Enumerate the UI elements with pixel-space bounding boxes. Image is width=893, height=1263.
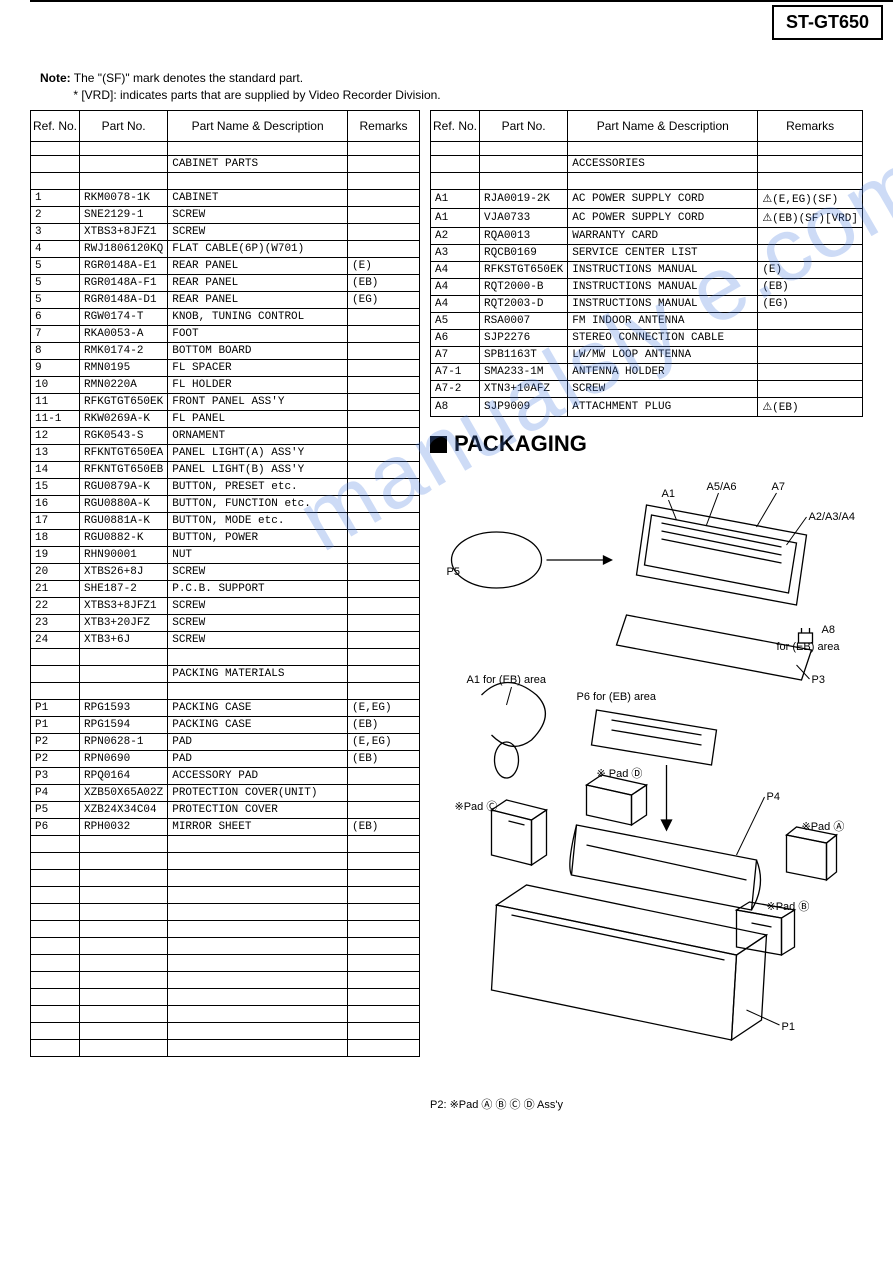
- table-row: 12RGK0543-SORNAMENT: [31, 427, 420, 444]
- pack-label-a1: A1: [662, 488, 675, 500]
- heading-square-icon: [430, 436, 447, 453]
- col-partno: Part No.: [480, 110, 568, 141]
- pack-label-p6note: P6 for (EB) area: [577, 691, 657, 703]
- parts-table-right: Ref. No. Part No. Part Name & Descriptio…: [430, 110, 863, 417]
- table-row: 5RGR0148A-E1REAR PANEL(E): [31, 257, 420, 274]
- table-row: 23XTB3+20JFZSCREW: [31, 614, 420, 631]
- parts-table-left: Ref. No. Part No. Part Name & Descriptio…: [30, 110, 420, 1057]
- table-row: 2SNE2129-1SCREW: [31, 206, 420, 223]
- packaging-heading: PACKAGING: [430, 431, 863, 457]
- table-row: 21SHE187-2P.C.B. SUPPORT: [31, 580, 420, 597]
- pack-label-padD: ※ Pad Ⓓ: [597, 767, 643, 780]
- table-row: 17RGU0881A-KBUTTON, MODE etc.: [31, 512, 420, 529]
- col-remarks: Remarks: [348, 110, 420, 141]
- note-line-2: * [VRD]: indicates parts that are suppli…: [73, 88, 440, 102]
- note-label: Note:: [40, 71, 71, 85]
- table-row: P6RPH0032MIRROR SHEET(EB): [31, 818, 420, 835]
- note-block: Note: The "(SF)" mark denotes the standa…: [40, 70, 863, 104]
- pack-label-a56: A5/A6: [707, 481, 737, 493]
- table-row: P1RPG1593PACKING CASE(E,EG): [31, 699, 420, 716]
- pack-label-a1note: A1 for (EB) area: [467, 674, 547, 686]
- table-row: 1RKM0078-1KCABINET: [31, 189, 420, 206]
- table-row: 22XTBS3+8JFZ1SCREW: [31, 597, 420, 614]
- table-row: A4RQT2000-BINSTRUCTIONS MANUAL(EB): [431, 278, 863, 295]
- col-desc: Part Name & Description: [568, 110, 758, 141]
- table-row: 16RGU0880A-KBUTTON, FUNCTION etc.: [31, 495, 420, 512]
- table-row: 7RKA0053-AFOOT: [31, 325, 420, 342]
- table-row: A4RQT2003-DINSTRUCTIONS MANUAL(EG): [431, 295, 863, 312]
- table-row: 10RMN0220AFL HOLDER: [31, 376, 420, 393]
- table-row: 5RGR0148A-F1REAR PANEL(EB): [31, 274, 420, 291]
- top-rule: [30, 0, 893, 2]
- table-row: 19RHN90001NUT: [31, 546, 420, 563]
- pack-label-p1: P1: [782, 1021, 795, 1033]
- table-row: P1RPG1594PACKING CASE(EB): [31, 716, 420, 733]
- table-row: 13RFKNTGT650EAPANEL LIGHT(A) ASS'Y: [31, 444, 420, 461]
- table-row: 11-1RKW0269A-KFL PANEL: [31, 410, 420, 427]
- pack-label-a8: A8: [822, 624, 835, 636]
- table-row: 8RMK0174-2BOTTOM BOARD: [31, 342, 420, 359]
- pack-label-padB: ※Pad Ⓑ: [767, 900, 810, 913]
- col-ref: Ref. No.: [31, 110, 80, 141]
- table-row: 9RMN0195FL SPACER: [31, 359, 420, 376]
- table-row: 4RWJ1806120KQFLAT CABLE(6P)(W701): [31, 240, 420, 257]
- table-row: 3XTBS3+8JFZ1SCREW: [31, 223, 420, 240]
- packaging-footer-note: P2: ※Pad Ⓐ Ⓑ Ⓒ Ⓓ Ass'y: [430, 1096, 863, 1112]
- table-row: 20XTBS26+8JSCREW: [31, 563, 420, 580]
- table-row: A1VJA0733AC POWER SUPPLY CORD⚠(EB)(SF)[V…: [431, 208, 863, 227]
- pack-label-p5: P5: [447, 566, 460, 578]
- table-row: 14RFKNTGT650EBPANEL LIGHT(B) ASS'Y: [31, 461, 420, 478]
- table-row: A3RQCB0169SERVICE CENTER LIST: [431, 244, 863, 261]
- pack-label-a7: A7: [772, 481, 785, 493]
- table-row: 11RFKGTGT650EKFRONT PANEL ASS'Y: [31, 393, 420, 410]
- table-row: P2RPN0690PAD(EB): [31, 750, 420, 767]
- pack-label-a234: A2/A3/A4: [809, 511, 855, 523]
- table-row: 18RGU0882-KBUTTON, POWER: [31, 529, 420, 546]
- table-row: 15RGU0879A-KBUTTON, PRESET etc.: [31, 478, 420, 495]
- table-row: P4XZB50X65A02ZPROTECTION COVER(UNIT): [31, 784, 420, 801]
- table-row: P3RPQ0164ACCESSORY PAD: [31, 767, 420, 784]
- table-row: A7SPB1163TLW/MW LOOP ANTENNA: [431, 346, 863, 363]
- pack-label-p3: P3: [812, 674, 825, 686]
- table-row: A8SJP9009ATTACHMENT PLUG⚠(EB): [431, 397, 863, 416]
- table-row: 5RGR0148A-D1REAR PANEL(EG): [31, 291, 420, 308]
- table-row: A7-1SMA233-1MANTENNA HOLDER: [431, 363, 863, 380]
- col-desc: Part Name & Description: [168, 110, 348, 141]
- table-row: A6SJP2276STEREO CONNECTION CABLE: [431, 329, 863, 346]
- table-row: 6RGW0174-TKNOB, TUNING CONTROL: [31, 308, 420, 325]
- table-row: A2RQA0013WARRANTY CARD: [431, 227, 863, 244]
- section-row: PACKING MATERIALS: [31, 665, 420, 682]
- table-row: A5RSA0007FM INDOOR ANTENNA: [431, 312, 863, 329]
- table-row: A1RJA0019-2KAC POWER SUPPLY CORD⚠(E,EG)(…: [431, 189, 863, 208]
- section-row: CABINET PARTS: [31, 155, 420, 172]
- table-row: P5XZB24X34C04PROTECTION COVER: [31, 801, 420, 818]
- note-line-1: The "(SF)" mark denotes the standard par…: [74, 71, 303, 85]
- pack-label-padA: ※Pad Ⓐ: [802, 820, 845, 833]
- pack-label-p4: P4: [767, 791, 780, 803]
- table-row: A7-2XTN3+10AFZSCREW: [431, 380, 863, 397]
- table-row: A4RFKSTGT650EKINSTRUCTIONS MANUAL(E): [431, 261, 863, 278]
- section-row: ACCESSORIES: [431, 155, 863, 172]
- table-row: P2RPN0628-1PAD(E,EG): [31, 733, 420, 750]
- col-partno: Part No.: [80, 110, 168, 141]
- packaging-diagram: P5 A5/A6 A7 A2/A3/A4 A1 A8 for (EB) area…: [430, 465, 863, 1085]
- col-ref: Ref. No.: [431, 110, 480, 141]
- pack-label-padC: ※Pad Ⓒ: [455, 800, 498, 813]
- pack-label-a8note: for (EB) area: [777, 641, 841, 653]
- col-remarks: Remarks: [758, 110, 863, 141]
- model-number: ST-GT650: [772, 5, 883, 40]
- table-row: 24XTB3+6JSCREW: [31, 631, 420, 648]
